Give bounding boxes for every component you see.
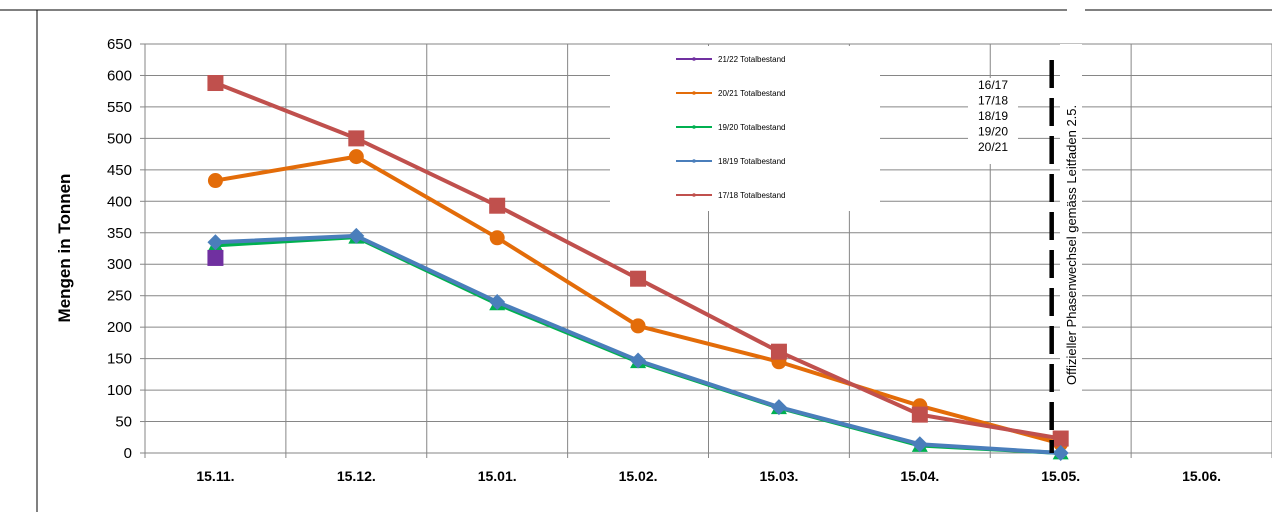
data-point — [489, 293, 506, 310]
legend-swatch-marker — [692, 91, 696, 95]
y-tick-label: 50 — [115, 414, 132, 431]
data-point — [489, 230, 505, 246]
data-point — [348, 149, 364, 165]
data-point — [911, 406, 928, 423]
season-label: 16/17 — [978, 78, 1008, 92]
y-tick-label: 150 — [107, 351, 132, 368]
y-tick-label: 100 — [107, 382, 132, 399]
data-point — [770, 343, 787, 360]
legend-item: 19/20 Totalbestand — [676, 123, 785, 132]
series-21-22 — [207, 249, 224, 266]
y-tick-label: 500 — [107, 130, 132, 147]
data-point — [207, 173, 223, 189]
x-tick-label: 15.04. — [900, 468, 939, 484]
series-18-19 — [207, 227, 1069, 461]
legend-label: 19/20 Totalbestand — [718, 123, 785, 132]
data-point — [630, 270, 647, 287]
legend-label: 18/19 Totalbestand — [718, 157, 785, 166]
y-tick-label: 250 — [107, 288, 132, 305]
legend-item: 17/18 Totalbestand — [676, 191, 785, 200]
series-layer — [207, 75, 1069, 461]
legend-item: 18/19 Totalbestand — [676, 157, 785, 166]
season-label-background — [968, 78, 1018, 164]
y-tick-label: 300 — [107, 256, 132, 273]
y-tick-label: 400 — [107, 193, 132, 210]
data-point — [630, 352, 647, 369]
data-point — [1052, 445, 1069, 461]
data-point — [630, 318, 646, 334]
legend-label: 21/22 Totalbestand — [718, 55, 785, 64]
data-point — [348, 130, 365, 147]
data-point — [207, 249, 224, 266]
legend-item: 21/22 Totalbestand — [676, 55, 785, 64]
season-label: 18/19 — [978, 109, 1008, 123]
y-tick-label: 350 — [107, 225, 132, 242]
season-label: 19/20 — [978, 125, 1008, 139]
data-point — [207, 75, 224, 92]
y-tick-label: 550 — [107, 99, 132, 116]
x-tick-label: 15.03. — [759, 468, 798, 484]
x-tick-label: 15.05. — [1041, 468, 1080, 484]
y-tick-label: 0 — [124, 445, 132, 462]
legend-swatch-marker — [692, 159, 696, 163]
legend-swatch-marker — [692, 193, 696, 197]
legend-label: 17/18 Totalbestand — [718, 191, 785, 200]
legend-swatch-marker — [692, 57, 696, 61]
y-tick-label: 450 — [107, 162, 132, 179]
x-tick-label: 15.12. — [337, 468, 376, 484]
data-point — [1052, 430, 1069, 447]
legend-background — [610, 46, 880, 211]
data-point — [770, 399, 787, 416]
data-point — [348, 227, 365, 244]
y-axis-title: Mengen in Tonnen — [55, 174, 74, 323]
phase-label-background — [1060, 44, 1082, 399]
legend-item: 20/21 Totalbestand — [676, 89, 785, 98]
data-point — [489, 197, 506, 214]
phase-change-label: Offizieller Phasenwechsel gemäss Leitfad… — [1064, 105, 1079, 385]
y-tick-label: 600 — [107, 67, 132, 84]
season-label: 17/18 — [978, 94, 1008, 108]
x-tick-label: 15.02. — [619, 468, 658, 484]
legend: 21/22 Totalbestand 20/21 Totalbestand 19/2… — [676, 55, 785, 200]
x-tick-label: 15.11. — [196, 468, 234, 484]
y-tick-label: 200 — [107, 319, 132, 336]
y-tick-label: 650 — [107, 36, 132, 53]
axes: 0 50 100 150 200 250 300 350 400 450 500 550 600 650 1… — [55, 36, 1272, 484]
legend-label: 20/21 Totalbestand — [718, 89, 785, 98]
series-17-18 — [207, 75, 1069, 447]
legend-swatch-marker — [692, 125, 696, 129]
x-tick-label: 15.06. — [1182, 468, 1221, 484]
data-point — [207, 234, 224, 251]
data-point — [911, 436, 928, 453]
season-label: 20/21 — [978, 140, 1008, 154]
x-tick-label: 15.01. — [478, 468, 517, 484]
